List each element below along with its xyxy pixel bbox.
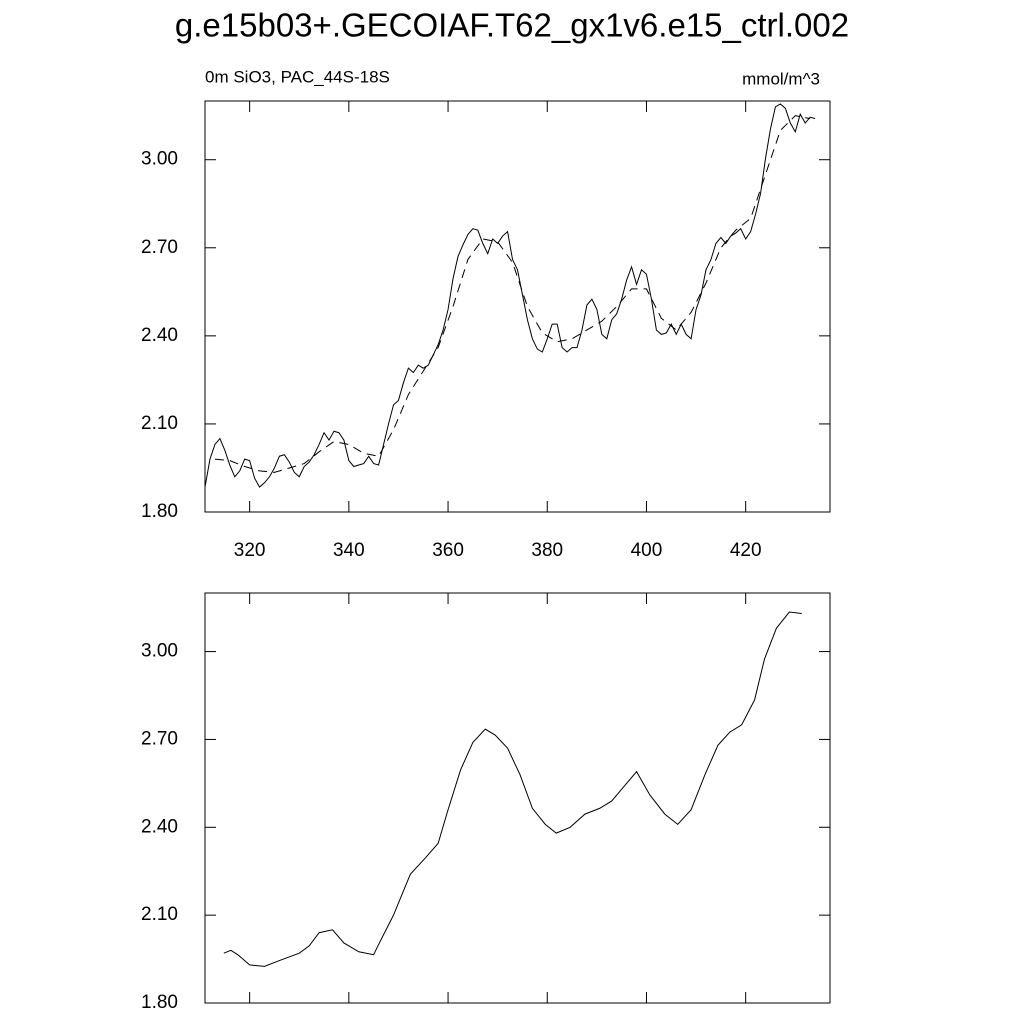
subtitle-right: mmol/m^3: [742, 69, 820, 88]
chart-title: g.e15b03+.GECOIAF.T62_gx1v6.e15_ctrl.002: [175, 7, 849, 44]
subtitle-left: 0m SiO3, PAC_44S-18S: [205, 67, 390, 86]
x-tick-label: 400: [631, 540, 663, 561]
x-tick-label: 320: [234, 540, 266, 561]
plot-frame: [204, 592, 831, 1004]
y-tick-label: 2.10: [141, 904, 178, 925]
plot-frame: [204, 100, 831, 513]
data-line: [204, 103, 816, 488]
y-tick-label: 1.80: [141, 501, 178, 522]
y-tick-label: 3.00: [141, 641, 178, 662]
y-tick-label: 2.40: [141, 325, 178, 346]
y-tick-label: 3.00: [141, 149, 178, 170]
y-tick-label: 1.80: [141, 992, 178, 1013]
y-tick-label: 2.40: [141, 816, 178, 837]
x-tick-label: 380: [531, 540, 563, 561]
data-line: [223, 611, 802, 967]
x-tick-label: 340: [333, 540, 365, 561]
x-tick-label: 420: [730, 540, 762, 561]
data-line: [214, 115, 811, 473]
y-tick-label: 2.10: [141, 413, 178, 434]
y-tick-label: 2.70: [141, 237, 178, 258]
y-tick-label: 2.70: [141, 728, 178, 749]
x-tick-label: 360: [432, 540, 464, 561]
